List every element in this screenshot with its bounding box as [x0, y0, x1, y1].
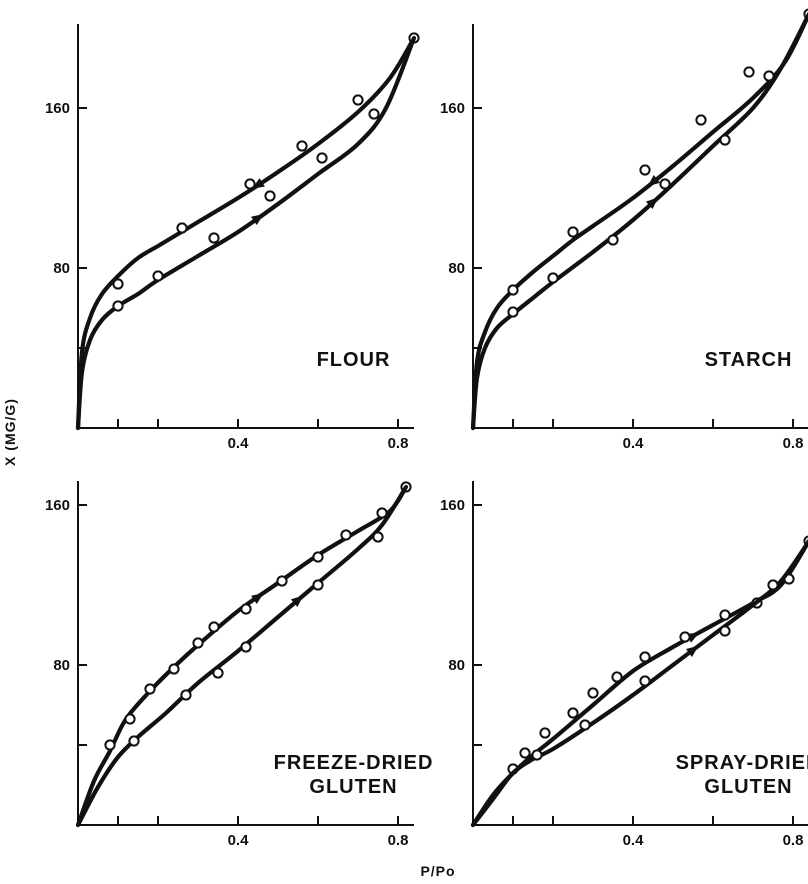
- data-point: [767, 579, 779, 591]
- data-point: [212, 667, 224, 679]
- data-point: [168, 663, 180, 675]
- upper-arrow: [252, 178, 265, 189]
- y-tick-label: 80: [53, 260, 70, 277]
- lower-arrow: [686, 645, 699, 657]
- y-tick-label: 80: [448, 260, 465, 277]
- y-tick-label: 160: [440, 497, 465, 514]
- y-tick-label: 160: [45, 100, 70, 117]
- panel-label: STARCH: [705, 349, 793, 371]
- y-tick-label: 160: [440, 100, 465, 117]
- data-point: [719, 625, 731, 637]
- data-point: [679, 631, 691, 643]
- data-point: [176, 222, 188, 234]
- data-point: [340, 529, 352, 541]
- data-point: [352, 94, 364, 106]
- data-point: [208, 621, 220, 633]
- data-point: [607, 234, 619, 246]
- data-point: [639, 675, 651, 687]
- data-point: [376, 507, 388, 519]
- x-tick-label: 0.4: [623, 832, 645, 849]
- data-point: [579, 719, 591, 731]
- data-point: [587, 687, 599, 699]
- data-point: [180, 689, 192, 701]
- lower-arrow: [290, 595, 304, 608]
- x-tick-label: 0.8: [388, 435, 409, 452]
- data-point: [659, 178, 671, 190]
- data-point: [695, 114, 707, 126]
- lower-curve: [75, 35, 417, 431]
- data-point: [128, 735, 140, 747]
- upper-curve: [75, 484, 409, 828]
- x-tick-label: 0.4: [623, 435, 645, 452]
- panel-label: SPRAY-DRIED: [676, 752, 808, 774]
- data-point: [507, 284, 519, 296]
- data-point: [372, 531, 384, 543]
- lower-curve: [470, 539, 808, 828]
- data-point: [539, 727, 551, 739]
- x-tick-label: 0.8: [783, 435, 804, 452]
- lower-curve: [470, 12, 808, 431]
- data-point: [152, 270, 164, 282]
- data-point: [719, 134, 731, 146]
- x-tick-label: 0.8: [783, 832, 804, 849]
- y-tick-label: 80: [53, 657, 70, 674]
- upper-curve: [75, 35, 417, 431]
- lower-arrow: [645, 197, 659, 210]
- data-point: [368, 108, 380, 120]
- panel-label: FREEZE-DRIED: [274, 752, 434, 774]
- data-point: [567, 707, 579, 719]
- data-point: [276, 575, 288, 587]
- upper-curve: [470, 12, 808, 431]
- data-point: [112, 300, 124, 312]
- x-tick-label: 0.4: [228, 435, 250, 452]
- data-point: [316, 152, 328, 164]
- data-point: [264, 190, 276, 202]
- y-axis-title: X (MG/G): [2, 398, 18, 466]
- data-point: [104, 739, 116, 751]
- data-point: [763, 70, 775, 82]
- x-axis-title: P/Po: [420, 863, 455, 879]
- panel-label: FLOUR: [317, 349, 391, 371]
- data-point: [531, 749, 543, 761]
- lower-arrow: [251, 213, 264, 225]
- data-point: [192, 637, 204, 649]
- data-point: [507, 306, 519, 318]
- data-point: [312, 579, 324, 591]
- data-point: [112, 278, 124, 290]
- data-point: [244, 178, 256, 190]
- panel-flour: 80 160 0.4 0.8 FLOUR: [45, 24, 420, 452]
- data-point: [567, 226, 579, 238]
- data-point: [296, 140, 308, 152]
- y-tick-label: 160: [45, 497, 70, 514]
- panel-label: GLUTEN: [309, 776, 397, 798]
- upper-arrow: [647, 174, 661, 187]
- data-point: [719, 609, 731, 621]
- lower-curve: [75, 484, 409, 828]
- data-point: [240, 603, 252, 615]
- data-point: [611, 671, 623, 683]
- data-point: [144, 683, 156, 695]
- data-point: [208, 232, 220, 244]
- data-point: [124, 713, 136, 725]
- x-tick-label: 0.4: [228, 832, 250, 849]
- y-tick-label: 80: [448, 657, 465, 674]
- data-point: [639, 651, 651, 663]
- data-point: [519, 747, 531, 759]
- x-tick-label: 0.8: [388, 832, 409, 849]
- data-point: [743, 66, 755, 78]
- panel-starch: 80 160 0.4 0.8 STARCH: [440, 8, 808, 452]
- data-point: [240, 641, 252, 653]
- panel-label: GLUTEN: [704, 776, 792, 798]
- data-point: [639, 164, 651, 176]
- upper-arrow: [251, 592, 264, 604]
- data-point: [312, 551, 324, 563]
- data-point: [547, 272, 559, 284]
